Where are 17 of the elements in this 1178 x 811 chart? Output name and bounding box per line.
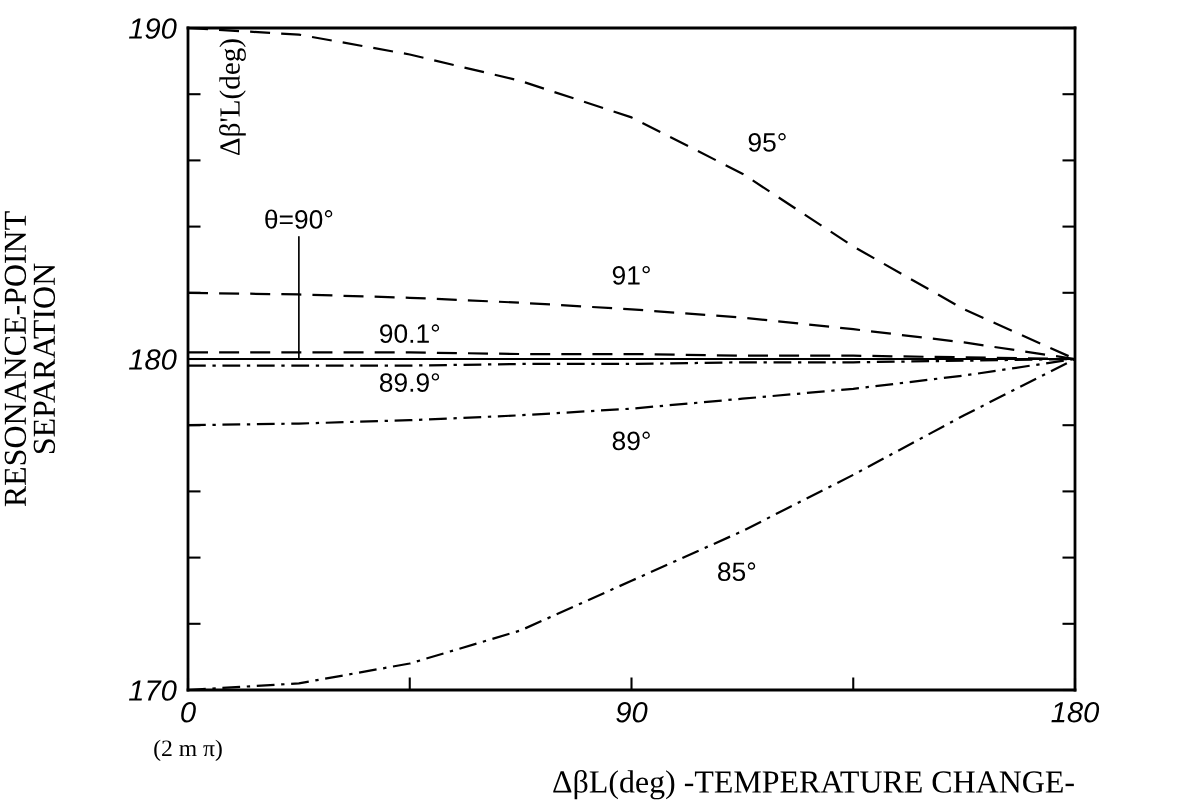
x-tick-label: 180 [1051, 701, 1100, 723]
series-label: 90.1° [380, 324, 440, 343]
series-label: 91° [612, 266, 650, 285]
series-label: 89° [612, 431, 650, 451]
y-tick-label: 170 [128, 680, 177, 701]
x-tick-label: 90 [616, 701, 648, 723]
y-axis-title: RESONANCE-POINT SEPARATION [4, 211, 56, 507]
series-label: 85° [718, 562, 756, 582]
y-tick-label: 190 [128, 18, 177, 39]
series-label: 89.9° [379, 373, 440, 392]
y-tick-label: 180 [128, 349, 177, 370]
annotation: Δβ'L(deg) [219, 39, 246, 156]
x-axis-title: ΔβL(deg) -TEMPERATURE CHANGE- [553, 769, 1074, 800]
text: (2 m π) [154, 739, 222, 762]
series-label: 95° [748, 133, 786, 152]
x-tick-label: 0 [181, 701, 196, 723]
text: θ=90° [265, 209, 333, 229]
